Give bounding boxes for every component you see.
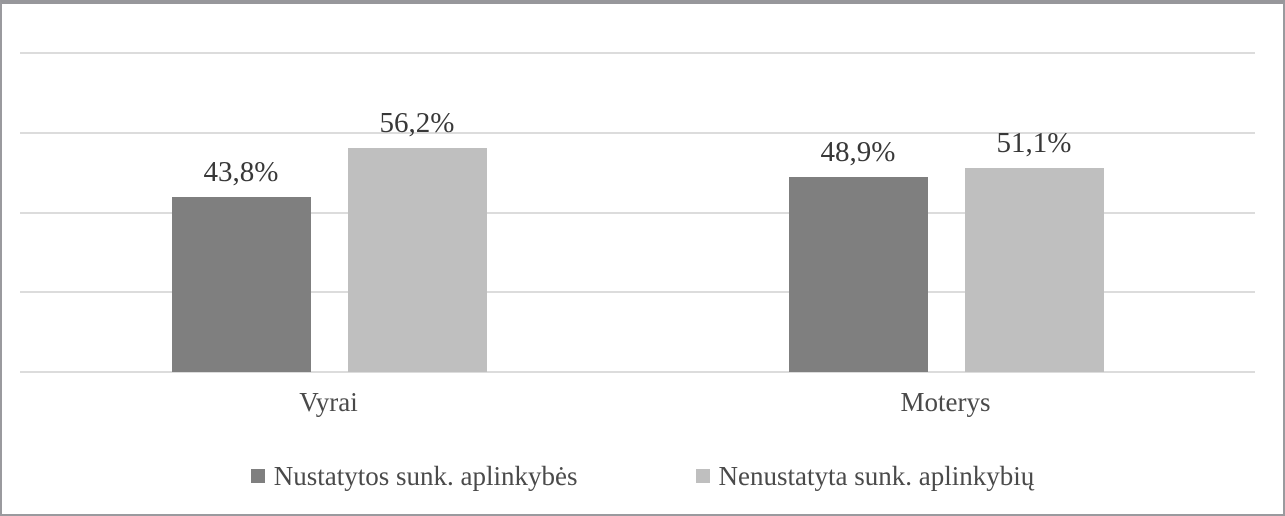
- gridline: [20, 52, 1255, 54]
- bar-light: [964, 168, 1104, 372]
- bar-dark: [788, 177, 928, 372]
- bar-dark: [171, 197, 311, 372]
- legend-label: Nustatytos sunk. aplinkybės: [273, 461, 578, 491]
- data-label: 51,1%: [996, 127, 1072, 160]
- gridline: [20, 211, 1255, 214]
- gridline: [20, 291, 1255, 294]
- legend-swatch-dark-icon: [250, 469, 265, 483]
- bar-light: [347, 147, 487, 372]
- legend-entry-nustatytos: Nustatytos sunk. aplinkybės: [250, 460, 578, 492]
- gridline: [20, 371, 1255, 373]
- legend-label: Nenustatyta sunk. aplinkybių: [718, 461, 1035, 491]
- category-label-vyrai: Vyrai: [299, 387, 358, 417]
- legend: Nustatytos sunk. aplinkybės Nenustatyta …: [2, 460, 1283, 492]
- data-label: 43,8%: [203, 156, 279, 189]
- legend-swatch-light-icon: [695, 469, 710, 483]
- data-label: 56,2%: [379, 106, 455, 139]
- gridline: [20, 131, 1255, 134]
- legend-entry-nenustatyta: Nenustatyta sunk. aplinkybių: [695, 460, 1035, 492]
- data-label: 48,9%: [820, 136, 896, 168]
- category-label-moterys: Moterys: [900, 387, 991, 417]
